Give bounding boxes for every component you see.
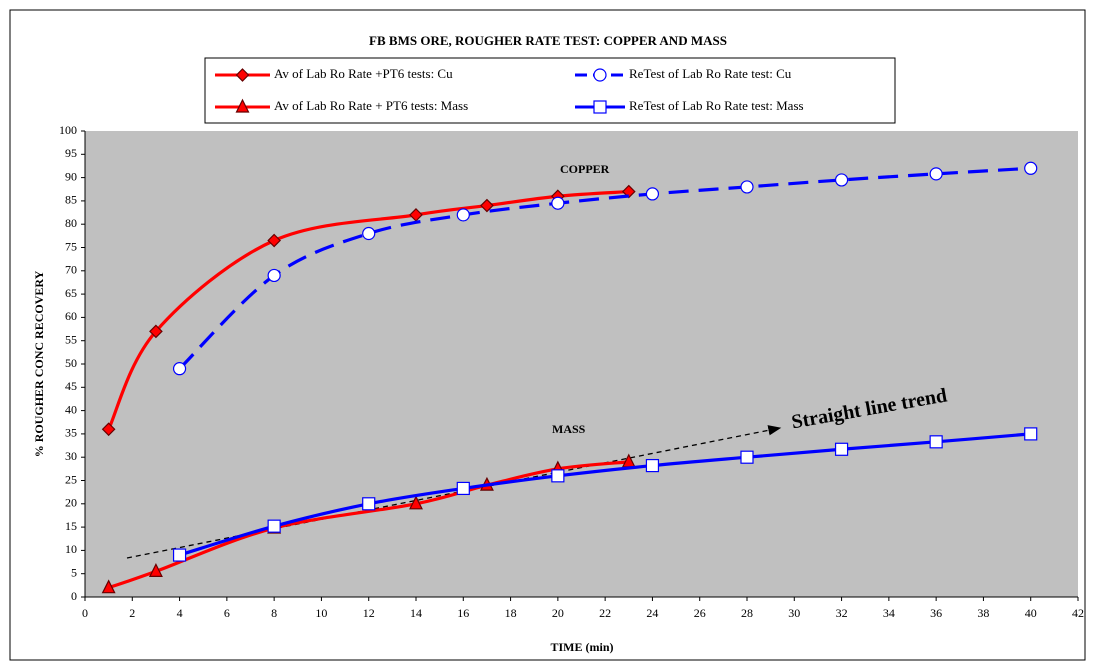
data-point xyxy=(101,579,116,594)
x-tick-label: 40 xyxy=(1025,606,1037,620)
y-tick-label: 10 xyxy=(65,542,77,556)
x-tick-label: 2 xyxy=(129,606,135,620)
y-tick-label: 25 xyxy=(65,472,77,486)
data-point xyxy=(929,435,943,449)
data-point xyxy=(834,442,849,456)
x-tick-label: 4 xyxy=(177,606,183,620)
y-tick-label: 50 xyxy=(65,356,77,370)
x-tick-label: 34 xyxy=(883,606,895,620)
data-point xyxy=(645,187,660,201)
plot-area xyxy=(85,131,1078,597)
y-tick-label: 70 xyxy=(65,263,77,277)
x-tick-label: 10 xyxy=(315,606,327,620)
legend xyxy=(204,57,896,124)
legend-marker xyxy=(235,68,250,82)
data-point xyxy=(362,497,376,511)
y-tick-label: 15 xyxy=(65,519,77,533)
data-point xyxy=(480,198,494,213)
data-point xyxy=(267,233,281,248)
x-tick-label: 26 xyxy=(694,606,706,620)
y-tick-label: 5 xyxy=(71,565,77,579)
data-point xyxy=(362,226,376,241)
x-tick-label: 32 xyxy=(836,606,848,620)
y-tick-label: 55 xyxy=(65,332,77,346)
x-tick-label: 14 xyxy=(410,606,422,620)
x-tick-label: 38 xyxy=(977,606,989,620)
y-tick-label: 30 xyxy=(65,449,77,463)
x-tick-label: 0 xyxy=(82,606,88,620)
x-tick-label: 6 xyxy=(224,606,230,620)
y-tick-label: 40 xyxy=(65,402,77,416)
y-tick-label: 100 xyxy=(59,123,77,137)
data-point xyxy=(172,362,187,376)
y-axis-label: % ROUGHER CONC RECOVERY xyxy=(32,270,46,457)
chart-title: FB BMS ORE, ROUGHER RATE TEST: COPPER AN… xyxy=(369,33,727,48)
data-point xyxy=(929,167,943,181)
y-tick-label: 85 xyxy=(65,193,77,207)
series-line xyxy=(178,166,1031,370)
x-tick-label: 20 xyxy=(552,606,564,620)
y-tick-label: 35 xyxy=(65,426,77,440)
data-point xyxy=(551,196,565,210)
series-line xyxy=(179,432,1031,557)
data-point xyxy=(456,481,470,496)
data-point xyxy=(149,324,163,339)
data-point xyxy=(456,208,470,222)
x-tick-label: 24 xyxy=(646,606,658,620)
data-point xyxy=(740,180,754,194)
x-tick-label: 36 xyxy=(930,606,942,620)
y-tick-label: 60 xyxy=(65,309,77,323)
data-point xyxy=(172,548,187,562)
annotation: COPPER xyxy=(560,162,610,176)
y-tick-label: 20 xyxy=(65,496,77,510)
legend-marker xyxy=(593,100,607,114)
data-point xyxy=(645,458,660,473)
legend-label: ReTest of Lab Ro Rate test: Mass xyxy=(629,98,804,113)
data-point xyxy=(148,563,163,577)
y-tick-label: 95 xyxy=(65,146,77,160)
data-point xyxy=(551,469,565,483)
data-point xyxy=(267,519,281,533)
y-tick-label: 45 xyxy=(65,379,77,393)
y-tick-label: 65 xyxy=(65,286,77,300)
legend-label: Av of Lab Ro Rate + PT6 tests: Mass xyxy=(274,98,468,113)
legend-label: ReTest of Lab Ro Rate test: Cu xyxy=(629,66,792,81)
data-point xyxy=(409,495,423,510)
annotation: MASS xyxy=(552,422,586,436)
y-tick-label: 0 xyxy=(71,589,77,603)
x-tick-label: 28 xyxy=(741,606,753,620)
legend-label: Av of Lab Ro Rate +PT6 tests: Cu xyxy=(274,66,453,81)
x-tick-label: 30 xyxy=(788,606,800,620)
legend-marker xyxy=(593,68,607,82)
legend-marker xyxy=(235,98,250,113)
data-point xyxy=(740,450,754,464)
y-tick-label: 80 xyxy=(65,216,77,230)
x-tick-label: 18 xyxy=(505,606,517,620)
x-tick-label: 22 xyxy=(599,606,611,620)
data-point xyxy=(834,173,849,187)
x-tick-label: 42 xyxy=(1072,606,1084,620)
data-point xyxy=(1024,427,1038,441)
data-point xyxy=(1024,161,1038,175)
data-point xyxy=(267,268,281,283)
x-tick-label: 16 xyxy=(457,606,469,620)
y-tick-label: 75 xyxy=(65,239,77,253)
y-tick-label: 90 xyxy=(65,169,77,183)
x-tick-label: 8 xyxy=(271,606,277,620)
x-axis-label: TIME (min) xyxy=(551,640,614,654)
data-point xyxy=(101,422,116,437)
x-tick-label: 12 xyxy=(363,606,375,620)
